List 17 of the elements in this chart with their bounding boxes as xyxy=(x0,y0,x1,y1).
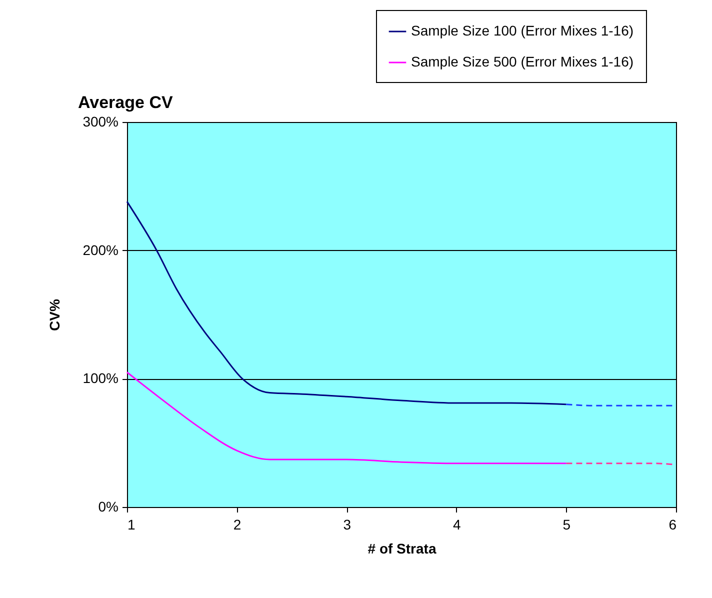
x-tick-label: 6 xyxy=(668,516,677,532)
x-tick-label: 3 xyxy=(343,516,352,532)
legend-label: Sample Size 100 (Error Mixes 1-16) xyxy=(411,22,634,38)
y-axis-title: CV% xyxy=(46,298,63,331)
y-tick-label: 200% xyxy=(82,242,118,258)
y-tick-label: 100% xyxy=(82,370,118,386)
x-tick-label: 5 xyxy=(562,516,571,532)
x-tick-label: 1 xyxy=(128,516,136,532)
chart-title: Average CV xyxy=(78,93,174,112)
line-series xyxy=(126,200,567,406)
y-tick-label: 0% xyxy=(98,498,118,514)
legend-label: Sample Size 500 (Error Mixes 1-16) xyxy=(411,54,634,70)
x-tick-label: 2 xyxy=(233,516,242,532)
x-axis-title: # of Strata xyxy=(368,540,436,556)
x-tick-label: 4 xyxy=(453,516,461,532)
line-series xyxy=(126,372,567,464)
y-tick-label: 300% xyxy=(82,114,118,130)
